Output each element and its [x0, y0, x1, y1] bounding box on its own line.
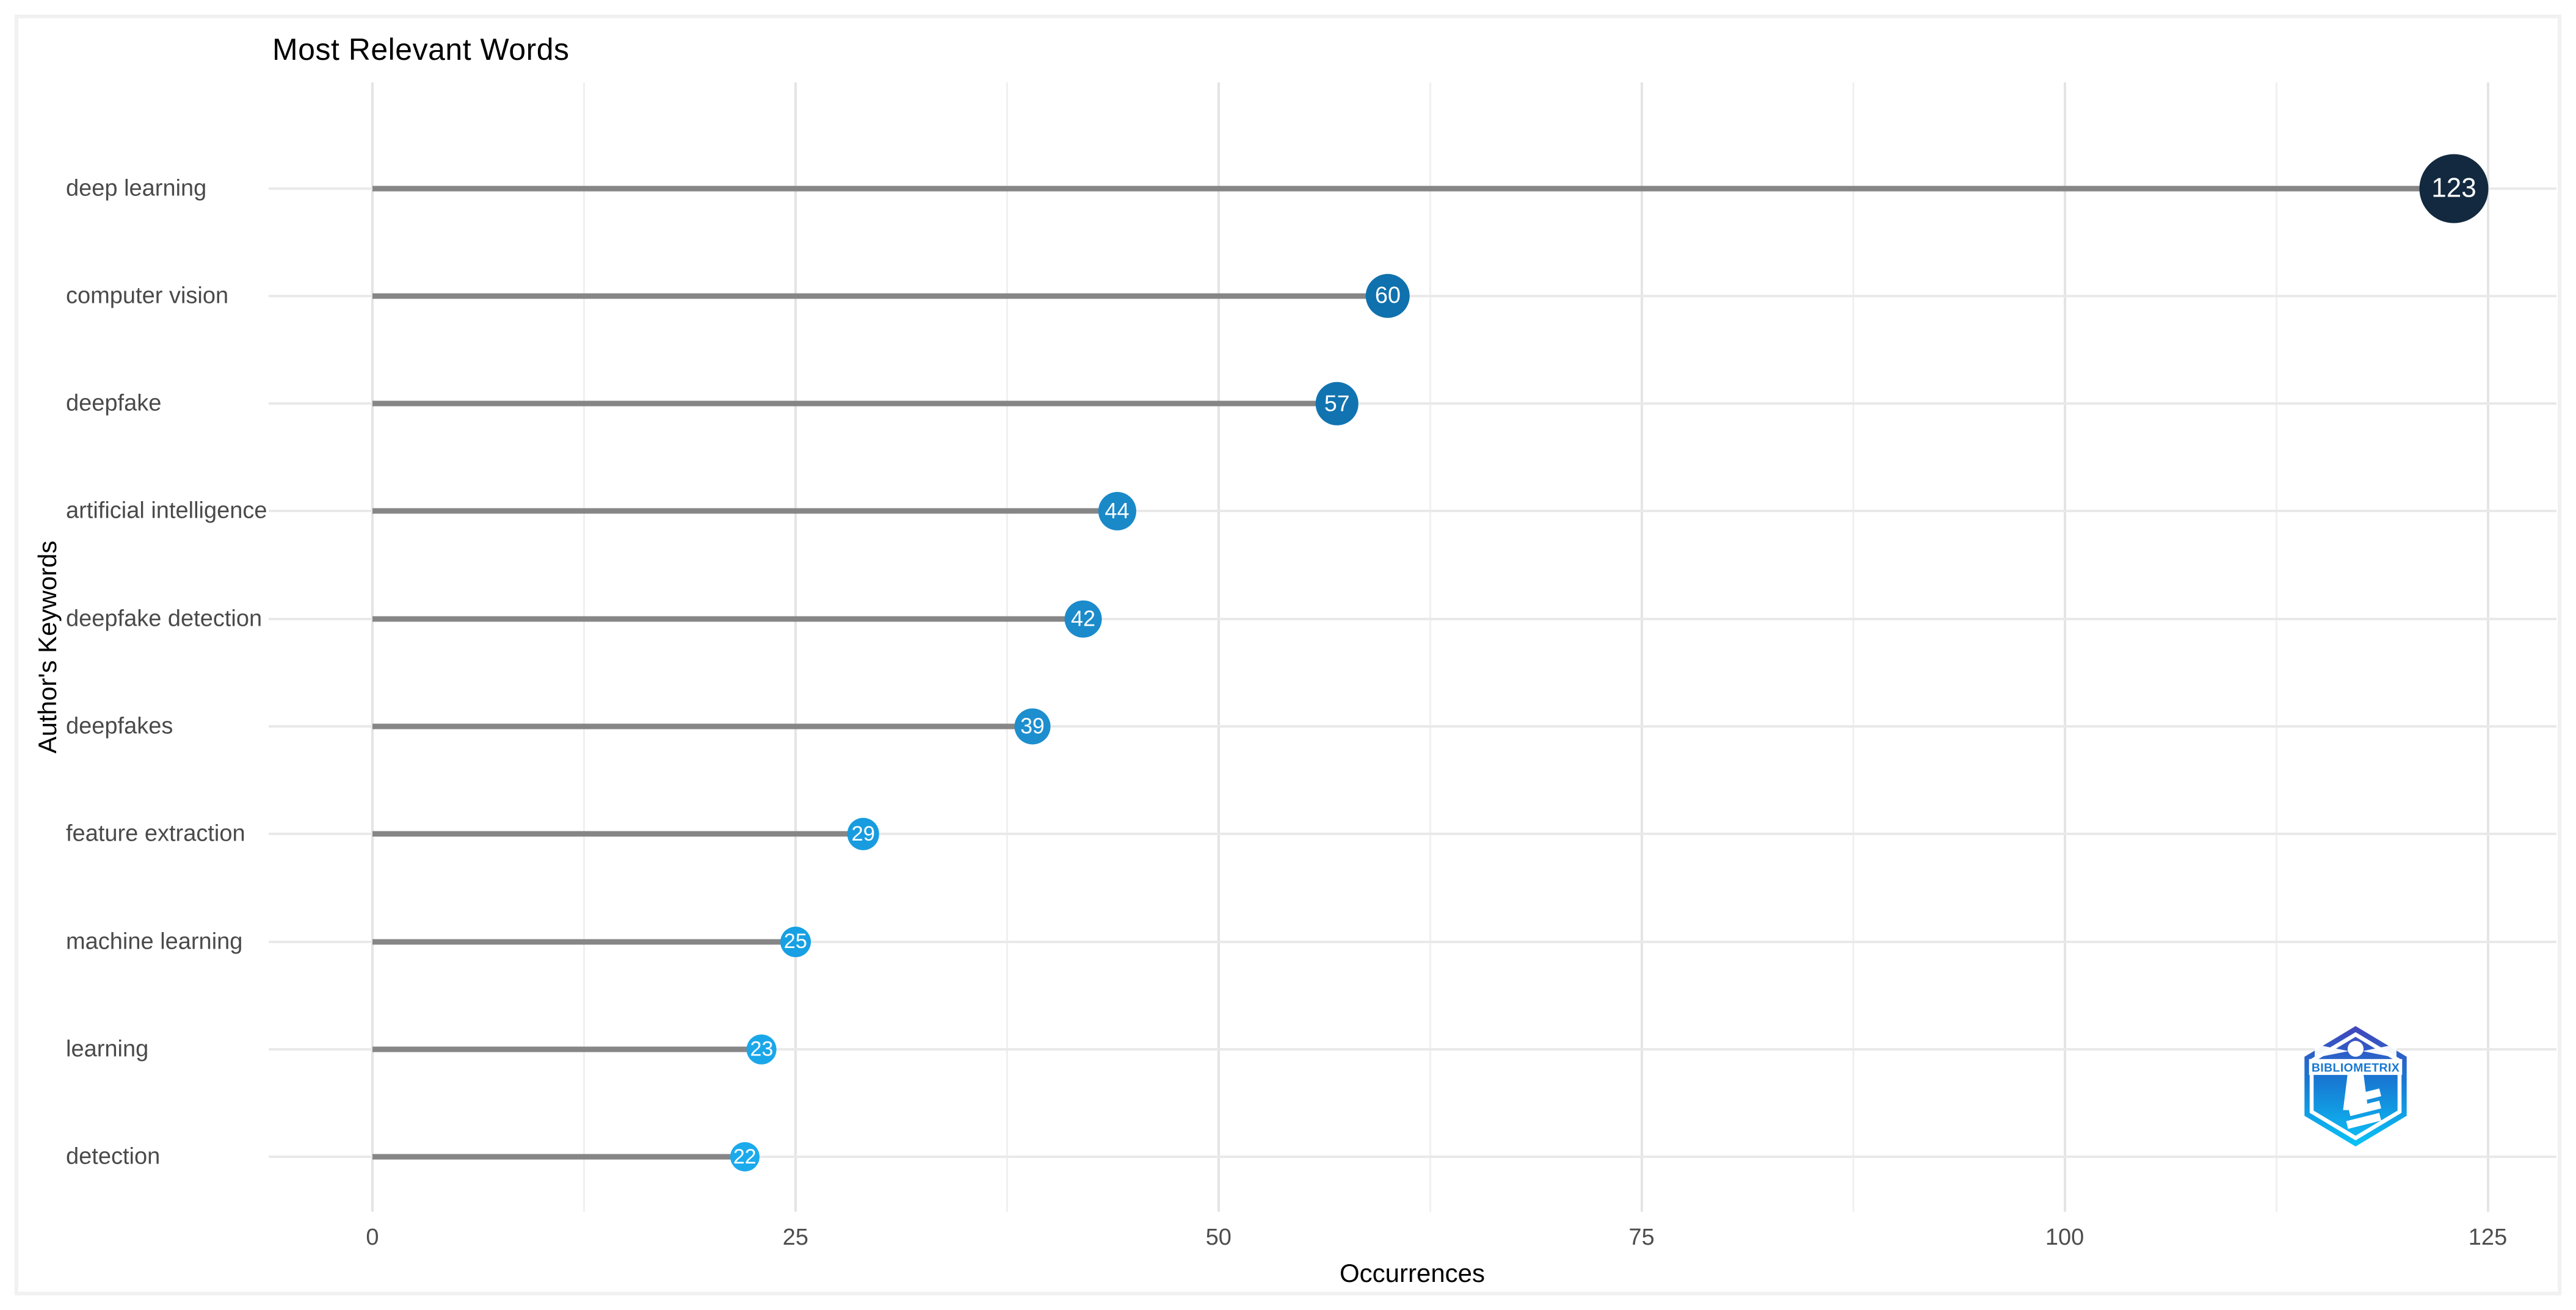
logo-book-2 [2348, 1101, 2381, 1116]
lollipop-stem [372, 400, 1337, 407]
data-point: 22 [730, 1142, 760, 1172]
gridline-vertical-minor [1429, 82, 1431, 1212]
logo-book-3 [2346, 1113, 2381, 1129]
x-axis-title: Occurrences [1339, 1259, 1486, 1287]
data-point: 29 [847, 818, 879, 850]
gridline-vertical-minor [2275, 82, 2277, 1212]
lollipop-stem [372, 186, 2454, 191]
gridline-vertical-major [371, 82, 374, 1212]
x-tick-label: 125 [2468, 1225, 2508, 1250]
category-label: artificial intelligence [66, 498, 267, 524]
bibliometrix-logo: BIBLIOMETRIX [2299, 1024, 2412, 1153]
lollipop-stem [372, 1154, 745, 1160]
y-axis-title: Author's Keywords [33, 540, 62, 754]
data-point: 39 [1014, 708, 1051, 745]
x-tick-label: 50 [1205, 1225, 1232, 1250]
gridline-horizontal [269, 510, 2556, 513]
gridline-horizontal [269, 402, 2556, 405]
lollipop-stem [372, 508, 1117, 514]
gridline-horizontal [269, 833, 2556, 836]
gridline-vertical-minor [582, 82, 585, 1212]
category-label: computer vision [66, 283, 229, 309]
x-tick-label: 75 [1628, 1225, 1655, 1250]
lollipop-stem [372, 831, 863, 837]
data-point: 23 [747, 1034, 777, 1065]
chart-title: Most Relevant Words [272, 32, 570, 67]
gridline-horizontal [269, 617, 2556, 620]
lollipop-stem [372, 939, 796, 945]
logo-beam-left [2315, 1044, 2349, 1058]
category-label: deepfake [66, 390, 162, 416]
gridline-horizontal [269, 1048, 2556, 1051]
gridline-horizontal [269, 940, 2556, 943]
category-label: deepfake detection [66, 606, 263, 632]
x-tick-label: 25 [782, 1225, 809, 1250]
lollipop-stem [372, 1046, 762, 1052]
gridline-vertical-major [2063, 82, 2066, 1212]
gridline-vertical-major [1217, 82, 1220, 1212]
logo-text-band [2309, 1058, 2403, 1075]
data-point: 42 [1064, 600, 1102, 638]
logo-lighthouse-tower [2343, 1074, 2368, 1110]
logo-beam-right [2362, 1044, 2396, 1058]
gridline-vertical-minor [1852, 82, 1854, 1212]
x-tick-label: 100 [2045, 1225, 2084, 1250]
gridline-vertical-major [794, 82, 797, 1212]
logo-wordmark: BIBLIOMETRIX [2312, 1061, 2400, 1074]
gridline-vertical-major [1640, 82, 1643, 1212]
data-point: 57 [1315, 382, 1359, 425]
data-point: 44 [1098, 492, 1136, 530]
data-point: 123 [2419, 154, 2489, 223]
lollipop-stem [372, 616, 1084, 622]
logo-book-1 [2350, 1088, 2382, 1104]
bibliometrix-logo-icon: BIBLIOMETRIX [2304, 1026, 2407, 1147]
gridline-horizontal [269, 1156, 2556, 1159]
lollipop-stem [372, 723, 1032, 729]
category-label: deepfakes [66, 713, 173, 739]
category-label: detection [66, 1143, 161, 1170]
gridline-vertical-major [2486, 82, 2489, 1212]
category-label: learning [66, 1036, 149, 1062]
category-label: machine learning [66, 928, 243, 955]
gridline-vertical-minor [1006, 82, 1008, 1212]
lollipop-stem [372, 293, 1388, 299]
category-label: deep learning [66, 175, 207, 201]
category-label: feature extraction [66, 820, 245, 847]
x-tick-label: 0 [366, 1225, 379, 1250]
data-point: 25 [780, 926, 811, 957]
data-point: 60 [1365, 273, 1410, 319]
gridline-horizontal [269, 725, 2556, 728]
logo-lighthouse-dome [2347, 1041, 2364, 1057]
gridline-horizontal [269, 294, 2556, 297]
